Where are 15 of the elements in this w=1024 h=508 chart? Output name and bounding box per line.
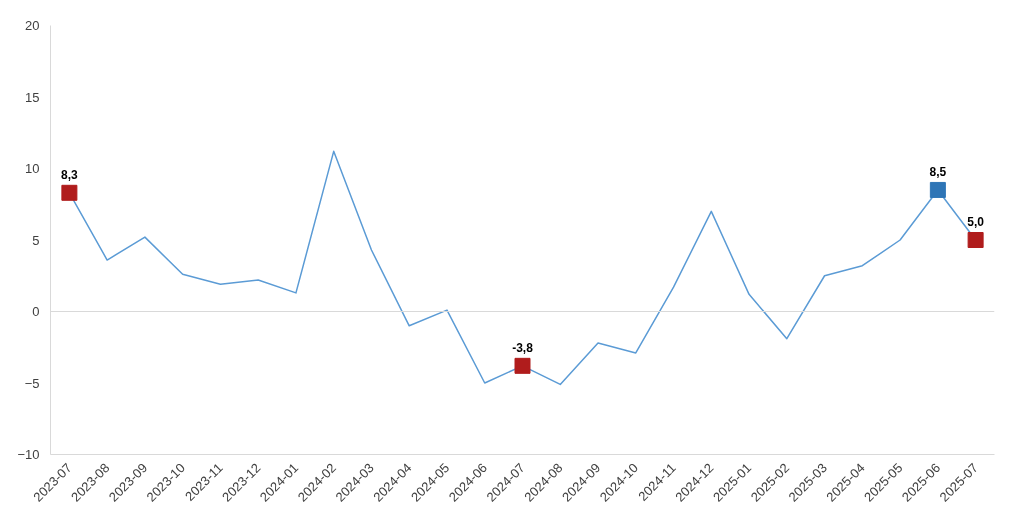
y-tick-label: 15 [25, 89, 40, 105]
point [929, 181, 946, 198]
point [61, 184, 78, 201]
y-tick-label: 10 [25, 161, 40, 176]
y-tick-label: 5 [32, 232, 40, 248]
data-label: 5,0 [967, 215, 985, 229]
y-tick-label: −10 [17, 447, 40, 462]
y-tick-label: −5 [24, 375, 40, 391]
point [967, 232, 984, 248]
y-tick-label: 20 [25, 18, 40, 33]
data-label: 8,5 [929, 164, 947, 179]
y-tick-label: 0 [32, 304, 40, 319]
data-label: 8,3 [61, 167, 79, 182]
point [514, 357, 531, 374]
data-label: -3,8 [512, 340, 534, 355]
